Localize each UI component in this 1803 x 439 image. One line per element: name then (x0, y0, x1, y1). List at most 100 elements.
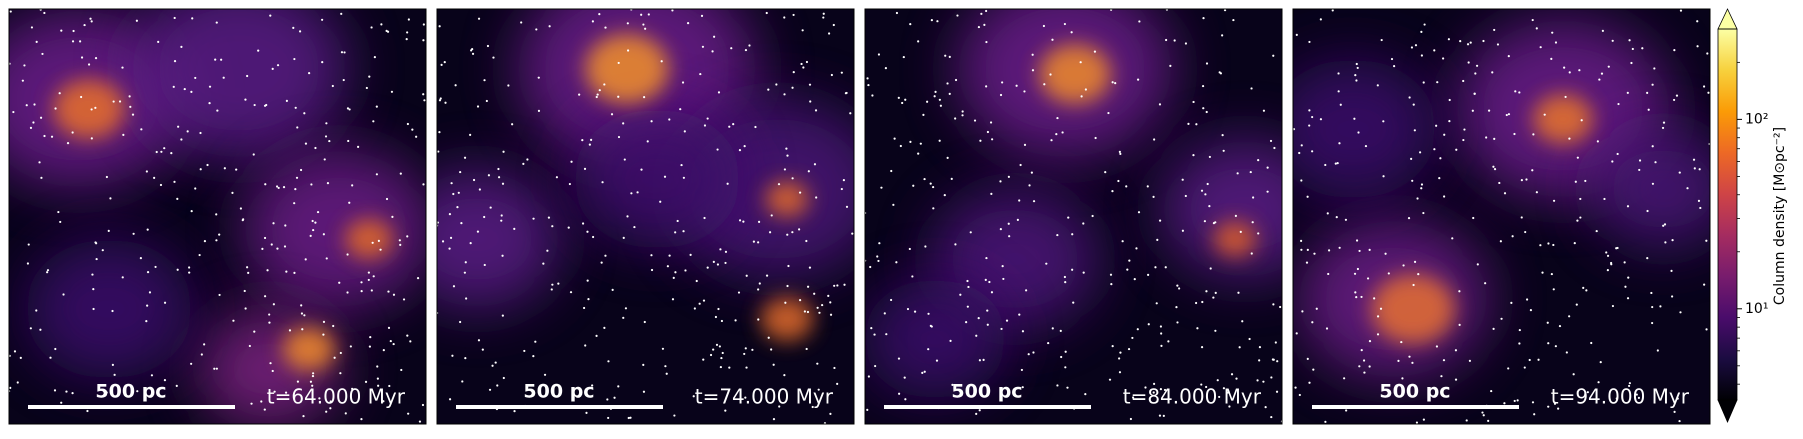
star (783, 374, 786, 377)
panel (437, 9, 854, 424)
star (1228, 405, 1231, 408)
star (1055, 133, 1058, 136)
star (551, 283, 554, 286)
star (880, 186, 883, 189)
colorbar (1718, 29, 1737, 400)
star (610, 113, 614, 116)
star (1200, 383, 1203, 386)
star (1136, 78, 1140, 81)
scale-bar-label: 500 pc (951, 381, 1022, 403)
star (587, 298, 590, 301)
gas-cloud (131, 9, 347, 159)
star (1408, 96, 1411, 99)
star (990, 192, 993, 195)
star (92, 287, 95, 291)
star (954, 117, 957, 120)
star (889, 298, 893, 302)
star (757, 288, 760, 291)
star (642, 390, 646, 393)
star (702, 299, 706, 302)
star (613, 396, 616, 399)
star (311, 374, 315, 378)
star (1001, 81, 1004, 84)
star (686, 22, 690, 25)
star (829, 313, 833, 316)
star (1324, 420, 1327, 423)
star (409, 340, 412, 343)
star (370, 26, 373, 29)
star (885, 333, 888, 336)
star (1408, 355, 1411, 358)
star (400, 368, 403, 372)
star (757, 241, 760, 244)
star (617, 135, 621, 139)
star (1387, 272, 1390, 275)
star (1448, 120, 1451, 123)
star (1117, 179, 1120, 183)
star (250, 402, 253, 405)
star (783, 168, 787, 171)
star (1257, 232, 1260, 235)
star (668, 254, 671, 257)
star (1675, 94, 1679, 97)
star (1558, 324, 1562, 328)
star (1473, 92, 1476, 95)
star (1312, 368, 1315, 371)
star (1696, 20, 1699, 23)
star (1535, 191, 1538, 194)
star (1382, 175, 1385, 178)
star (676, 219, 679, 223)
star (822, 12, 825, 15)
star (299, 168, 303, 172)
star (1496, 43, 1500, 46)
star (816, 306, 819, 309)
star (547, 216, 551, 219)
star (1541, 271, 1544, 274)
star (840, 187, 843, 191)
star (967, 285, 970, 289)
star (1507, 367, 1510, 370)
star (1339, 103, 1342, 106)
star (90, 137, 93, 140)
star (742, 220, 745, 223)
star (714, 315, 718, 319)
star (340, 51, 344, 54)
star (671, 9, 674, 12)
star (220, 58, 223, 61)
star (399, 243, 402, 246)
star (679, 108, 682, 111)
star (159, 183, 163, 187)
star (1705, 328, 1708, 331)
star (66, 141, 70, 145)
star (367, 278, 370, 282)
star (983, 23, 986, 26)
star (321, 61, 324, 64)
star (1651, 305, 1654, 309)
star (986, 130, 990, 134)
star (1326, 212, 1329, 215)
star (1364, 144, 1368, 148)
star (186, 130, 189, 133)
star (180, 138, 183, 141)
star (1218, 71, 1221, 74)
star (1200, 345, 1204, 349)
star (1520, 179, 1523, 182)
star (932, 207, 935, 210)
star (583, 167, 587, 171)
star (951, 383, 954, 386)
star (247, 271, 250, 274)
star (1547, 405, 1550, 408)
star (1258, 359, 1261, 362)
star (1493, 28, 1496, 32)
star (198, 253, 201, 257)
star (1137, 211, 1141, 214)
star (1295, 332, 1298, 335)
star (1205, 110, 1208, 114)
star (277, 186, 280, 190)
star (92, 307, 95, 311)
star (1422, 211, 1425, 215)
star (808, 266, 812, 269)
star (711, 50, 714, 53)
star (720, 356, 723, 360)
star (1368, 248, 1371, 251)
